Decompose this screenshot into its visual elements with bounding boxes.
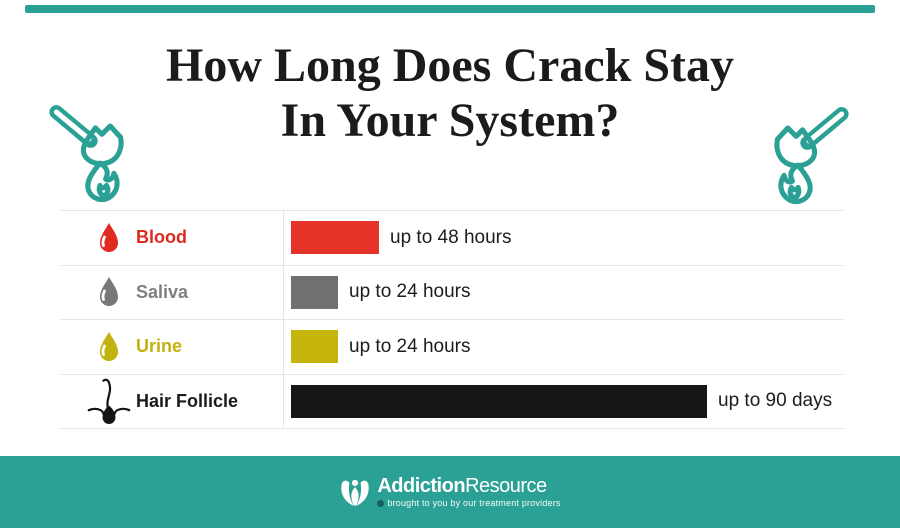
duration-bar (291, 384, 707, 418)
label-cell: Blood (60, 222, 283, 254)
duration-bar (291, 275, 338, 309)
label-cell: Urine (60, 331, 283, 363)
bar-cell: up to 48 hours (283, 221, 844, 255)
page-title: How Long Does Crack Stay In Your System? (0, 38, 900, 148)
duration-bar (291, 330, 338, 364)
row-label: Hair Follicle (136, 390, 239, 411)
hair-follicle-icon (86, 378, 132, 425)
brand-name-bold: Addiction (377, 475, 466, 497)
spoon-flame-icon (766, 102, 856, 206)
table-row-hair-follicle: Hair Follicle up to 90 days (60, 375, 844, 429)
row-label: Blood (136, 227, 187, 248)
brand-logo: AddictionResource brought to you by our … (339, 475, 560, 509)
urine-drop-icon (86, 331, 132, 363)
brand-tagline: brought to you by our treatment provider… (377, 498, 560, 508)
tagline-text: brought to you by our treatment provider… (387, 498, 561, 508)
tagline-badge-icon (377, 499, 385, 507)
lotus-flower-icon (341, 479, 370, 506)
duration-text: up to 90 days (718, 390, 833, 412)
duration-bar (291, 221, 379, 255)
top-accent-bar (25, 5, 875, 13)
table-row-blood: Blood up to 48 hours (60, 211, 844, 266)
row-label: Saliva (136, 281, 189, 302)
bar-cell: up to 24 hours (283, 330, 844, 364)
brand-name: AddictionResource (377, 476, 560, 496)
column-divider (283, 211, 284, 429)
footer: AddictionResource brought to you by our … (0, 456, 900, 528)
table-row-saliva: Saliva up to 24 hours (60, 266, 844, 320)
saliva-drop-icon (86, 276, 132, 308)
row-label: Urine (136, 336, 183, 357)
label-cell: Saliva (60, 276, 283, 308)
duration-text: up to 48 hours (390, 226, 512, 248)
brand-text: AddictionResource brought to you by our … (377, 476, 560, 508)
spoon-flame-icon (42, 100, 132, 204)
bar-cell: up to 90 days (283, 384, 844, 418)
duration-text: up to 24 hours (349, 281, 471, 303)
label-cell: Hair Follicle (60, 378, 283, 425)
brand-name-light: Resource (465, 475, 547, 497)
duration-text: up to 24 hours (349, 335, 471, 357)
title-line-2: In Your System? (280, 94, 620, 147)
table-row-urine: Urine up to 24 hours (60, 320, 844, 375)
blood-drop-icon (86, 222, 132, 254)
detection-table: Blood up to 48 hours Saliva up to 24 ho (60, 210, 844, 429)
bar-cell: up to 24 hours (283, 275, 844, 309)
title-line-1: How Long Does Crack Stay (165, 39, 734, 92)
